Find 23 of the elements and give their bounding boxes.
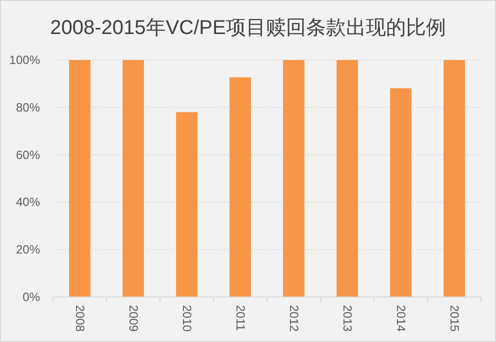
x-tick-label: 2008 <box>72 305 87 332</box>
chart-title: 2008-2015年VC/PE项目赎回条款出现的比例 <box>50 17 446 39</box>
x-tick-label: 2011 <box>233 305 248 332</box>
bar <box>283 60 304 297</box>
bar <box>444 60 465 297</box>
y-tick-label: 60% <box>16 148 40 162</box>
x-tick-label: 2014 <box>394 305 408 332</box>
x-tick-label: 2012 <box>286 305 301 332</box>
bar <box>176 112 198 297</box>
y-tick-label: 80% <box>16 100 40 114</box>
x-tick-label: 2009 <box>126 305 140 332</box>
bar <box>69 60 90 297</box>
x-tick-label: 2013 <box>340 305 354 332</box>
y-tick-label: 0% <box>22 290 40 304</box>
bar <box>122 60 144 297</box>
y-tick-label: 20% <box>16 242 40 257</box>
bar <box>230 77 251 297</box>
y-tick-label: 100% <box>9 53 40 67</box>
bar <box>336 60 358 297</box>
y-tick-label: 40% <box>16 195 40 210</box>
x-tick-label: 2010 <box>180 305 194 332</box>
x-tick-label: 2015 <box>447 305 462 332</box>
bar <box>390 88 412 297</box>
